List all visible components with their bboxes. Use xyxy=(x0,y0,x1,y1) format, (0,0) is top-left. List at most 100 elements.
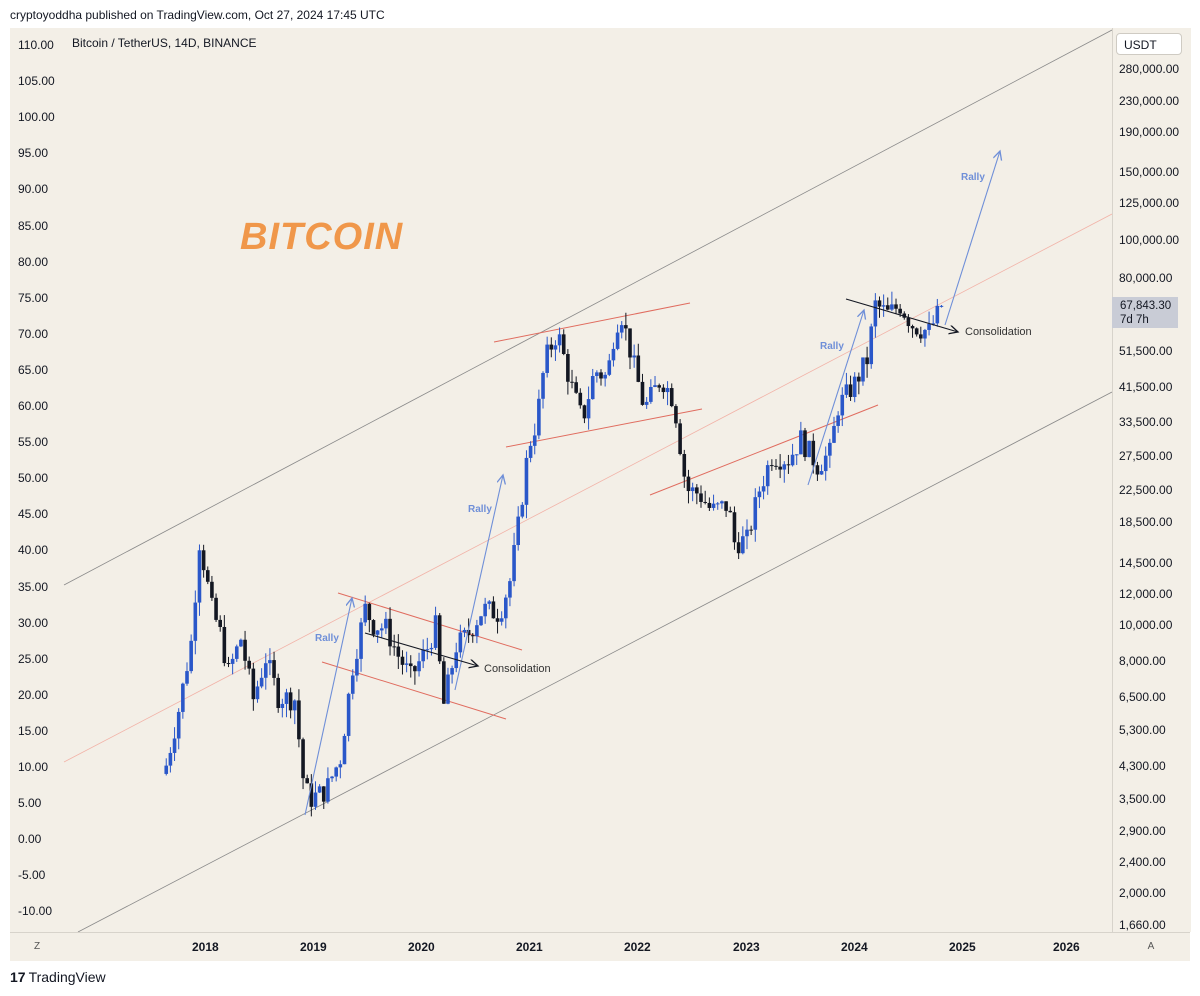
candle-body[interactable] xyxy=(557,334,562,346)
candle-body[interactable] xyxy=(699,493,703,502)
candle-body[interactable] xyxy=(350,675,355,694)
channel-lower-line[interactable] xyxy=(77,391,1112,932)
candle-body[interactable] xyxy=(417,661,421,672)
candle-body[interactable] xyxy=(305,778,309,784)
candle-body[interactable] xyxy=(927,323,931,330)
candle-body[interactable] xyxy=(491,601,496,619)
candle-body[interactable] xyxy=(578,392,583,406)
candle-body[interactable] xyxy=(317,786,322,793)
candle-body[interactable] xyxy=(168,752,173,766)
candle-body[interactable] xyxy=(549,344,554,350)
candle-body[interactable] xyxy=(836,415,840,426)
candle-body[interactable] xyxy=(832,425,836,443)
candle-body[interactable] xyxy=(619,325,624,333)
candle-body[interactable] xyxy=(919,334,923,339)
candle-body[interactable] xyxy=(243,639,247,661)
candle-body[interactable] xyxy=(628,328,632,358)
time-axis[interactable]: 2018 2019 2020 2021 2022 2023 2024 2025 2026 xyxy=(10,932,1190,961)
candle-body[interactable] xyxy=(230,658,235,664)
chart-plot[interactable]: Rally Rally Rally Rally Consolidation Consoli… xyxy=(10,28,1112,932)
candle-body[interactable] xyxy=(367,603,372,621)
candle-body[interactable] xyxy=(276,677,280,708)
candle-body[interactable] xyxy=(284,692,289,704)
candle-body[interactable] xyxy=(288,692,293,711)
candle-body[interactable] xyxy=(757,491,762,498)
candle-body[interactable] xyxy=(388,618,392,647)
candle-body[interactable] xyxy=(520,504,525,517)
currency-selector[interactable]: USDT xyxy=(1116,33,1182,55)
candle-body[interactable] xyxy=(935,305,940,324)
candle-body[interactable] xyxy=(611,348,616,361)
candle-body[interactable] xyxy=(205,570,210,582)
candle-body[interactable] xyxy=(413,666,417,672)
candle-body[interactable] xyxy=(355,658,359,676)
candle-body[interactable] xyxy=(512,545,516,582)
candle-body[interactable] xyxy=(624,325,628,329)
consolidation-arrow[interactable] xyxy=(364,632,478,666)
candle-body[interactable] xyxy=(408,663,413,667)
candle-body[interactable] xyxy=(799,430,803,455)
candle-body[interactable] xyxy=(914,328,919,335)
candle-body[interactable] xyxy=(636,355,641,382)
candle-body[interactable] xyxy=(433,615,438,648)
candle-body[interactable] xyxy=(375,630,380,635)
candle-body[interactable] xyxy=(524,457,529,505)
candle-body[interactable] xyxy=(774,465,778,467)
candle-body[interactable] xyxy=(885,305,890,310)
candle-body[interactable] xyxy=(251,668,256,700)
candle-body[interactable] xyxy=(890,304,894,310)
candle-body[interactable] xyxy=(749,529,753,531)
candle-body[interactable] xyxy=(586,399,591,419)
candle-body[interactable] xyxy=(931,323,935,325)
candle-body[interactable] xyxy=(553,345,558,350)
candle-body[interactable] xyxy=(844,384,849,395)
candle-body[interactable] xyxy=(499,618,504,622)
candle-body[interactable] xyxy=(466,629,471,636)
candle-body[interactable] xyxy=(894,304,898,309)
candle-body[interactable] xyxy=(561,334,566,355)
candle-body[interactable] xyxy=(906,317,911,327)
candle-body[interactable] xyxy=(770,465,774,467)
candle-body[interactable] xyxy=(753,497,758,530)
candle-body[interactable] xyxy=(574,382,578,393)
candle-body[interactable] xyxy=(255,686,260,700)
candle-body[interactable] xyxy=(877,300,882,307)
candle-body[interactable] xyxy=(330,776,334,779)
candle-body[interactable] xyxy=(653,385,657,387)
candle-body[interactable] xyxy=(715,503,720,505)
candle-body[interactable] xyxy=(865,357,869,365)
right-price-scale[interactable]: 280,000.00 230,000.00 190,000.00 150,000.00… xyxy=(1112,28,1191,932)
candle-body[interactable] xyxy=(828,442,832,456)
consolidation-arrow[interactable] xyxy=(845,298,958,332)
candle-body[interactable] xyxy=(720,501,724,504)
candle-body[interactable] xyxy=(761,486,766,492)
candle-body[interactable] xyxy=(210,581,214,598)
candle-body[interactable] xyxy=(803,430,807,458)
candle-body[interactable] xyxy=(537,398,541,436)
candle-body[interactable] xyxy=(446,674,450,704)
candle-body[interactable] xyxy=(811,440,816,466)
candle-body[interactable] xyxy=(861,357,865,382)
candle-body[interactable] xyxy=(786,464,791,466)
symbol-legend[interactable]: Bitcoin / TetherUS, 14D, BINANCE xyxy=(72,36,257,50)
candle-body[interactable] xyxy=(450,668,454,675)
candle-body[interactable] xyxy=(326,778,330,802)
candle-body[interactable] xyxy=(172,738,177,753)
rally-arrow[interactable] xyxy=(944,151,1000,326)
candle-body[interactable] xyxy=(741,536,745,554)
candle-body[interactable] xyxy=(939,305,944,307)
candle-body[interactable] xyxy=(532,435,537,446)
candle-body[interactable] xyxy=(910,326,915,329)
candle-body[interactable] xyxy=(384,618,388,629)
rally-arrow[interactable] xyxy=(454,475,503,691)
candle-body[interactable] xyxy=(483,603,487,617)
topping-upper-line[interactable] xyxy=(493,302,691,343)
candle-body[interactable] xyxy=(301,739,305,779)
candle-body[interactable] xyxy=(765,465,770,487)
candle-body[interactable] xyxy=(371,620,376,635)
candle-body[interactable] xyxy=(541,372,545,399)
candle-body[interactable] xyxy=(807,440,811,458)
candle-body[interactable] xyxy=(404,663,409,665)
candle-body[interactable] xyxy=(458,632,463,653)
candle-body[interactable] xyxy=(607,360,612,375)
